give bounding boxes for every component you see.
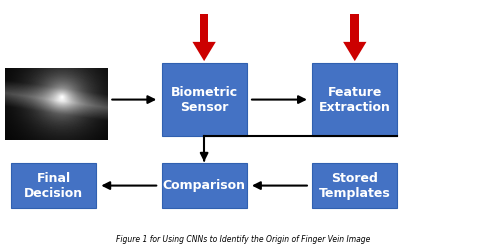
FancyBboxPatch shape xyxy=(161,63,247,136)
Text: Feature
Extraction: Feature Extraction xyxy=(319,86,391,114)
Text: Biometric
Sensor: Biometric Sensor xyxy=(171,86,238,114)
FancyBboxPatch shape xyxy=(312,63,397,136)
FancyBboxPatch shape xyxy=(11,163,96,208)
Text: Stored
Templates: Stored Templates xyxy=(319,171,391,200)
Polygon shape xyxy=(192,42,216,61)
Text: Final
Decision: Final Decision xyxy=(24,171,83,200)
FancyBboxPatch shape xyxy=(200,14,208,42)
FancyBboxPatch shape xyxy=(350,14,359,42)
Polygon shape xyxy=(343,42,366,61)
FancyBboxPatch shape xyxy=(161,163,247,208)
Text: Figure 1 for Using CNNs to Identify the Origin of Finger Vein Image: Figure 1 for Using CNNs to Identify the … xyxy=(116,234,370,244)
Text: Comparison: Comparison xyxy=(163,179,245,192)
FancyBboxPatch shape xyxy=(312,163,397,208)
